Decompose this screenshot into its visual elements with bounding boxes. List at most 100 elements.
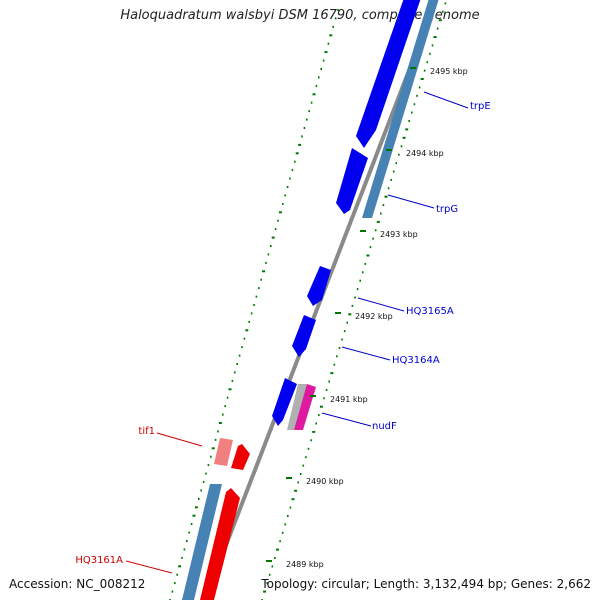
- gc-dot: [194, 506, 198, 509]
- gc-dot: [181, 556, 183, 559]
- gc-dot: [286, 186, 289, 188]
- gc-dots-outer: [169, 9, 339, 600]
- label-leader-trpE: [423, 91, 469, 109]
- gc-dot: [238, 354, 241, 357]
- gc-dot: [324, 51, 328, 54]
- gc-dot: [411, 111, 413, 114]
- gc-dot: [315, 422, 317, 425]
- gc-dot: [260, 278, 262, 281]
- gc-dot: [210, 455, 212, 458]
- gc-dot: [171, 590, 174, 593]
- gc-dot: [301, 135, 303, 138]
- gc-dot: [190, 523, 193, 526]
- gc-dot: [299, 473, 302, 475]
- gene-label-tif1[interactable]: tif1: [138, 426, 155, 437]
- gc-dot: [298, 143, 302, 146]
- gc-dot: [346, 321, 348, 324]
- gc-dot: [307, 447, 310, 450]
- gc-dot: [211, 447, 215, 450]
- gene-label-HQ3165A[interactable]: HQ3165A: [406, 306, 454, 317]
- gene-label-trpE[interactable]: trpE: [470, 101, 491, 112]
- gc-dot: [374, 229, 377, 232]
- gc-dot: [263, 590, 267, 593]
- gc-dot: [384, 195, 388, 198]
- gc-dot: [382, 204, 385, 207]
- gc-dot: [287, 515, 289, 517]
- gc-dot: [420, 78, 424, 80]
- cds-nudF-left: [272, 378, 297, 426]
- gc-dot: [262, 270, 266, 273]
- gc-dot: [274, 557, 276, 559]
- cds-tif1: [231, 444, 250, 470]
- gc-dot: [270, 245, 272, 247]
- gc-dot: [390, 178, 392, 181]
- gc-dot: [303, 127, 306, 129]
- gc-dot: [207, 464, 210, 467]
- gc-dot: [217, 430, 219, 433]
- gc-dot: [332, 25, 334, 28]
- gc-dot: [202, 481, 205, 483]
- gc-dot: [279, 540, 281, 543]
- gc-dot: [338, 346, 341, 349]
- gc-dot: [205, 472, 207, 475]
- gc-dot: [253, 304, 255, 306]
- gc-dot: [369, 246, 372, 249]
- gc-dot: [433, 36, 437, 38]
- gc-dot: [310, 439, 312, 442]
- gc-dot: [418, 86, 421, 89]
- gc-dot: [282, 202, 284, 205]
- feature-tif1: [214, 438, 233, 466]
- label-leader-HQ3165A: [357, 297, 405, 312]
- gc-dot: [192, 514, 196, 517]
- gc-dot: [354, 296, 356, 299]
- tick-label: 2494 kbp: [406, 149, 444, 158]
- gc-dot: [442, 10, 444, 13]
- gc-dot: [243, 337, 246, 340]
- cds-trpG: [336, 148, 368, 214]
- gene-label-trpG[interactable]: trpG: [436, 204, 458, 215]
- cds-track: [200, 0, 421, 600]
- gc-dot: [278, 211, 282, 214]
- gc-dot: [289, 177, 291, 180]
- gc-dot: [361, 271, 364, 274]
- topology-label: Topology: circular; Length: 3,132,494 bp…: [261, 577, 591, 591]
- gc-dot: [318, 76, 320, 79]
- gc-dot: [436, 27, 439, 30]
- gc-dot: [268, 573, 271, 576]
- gc-dot: [310, 101, 313, 104]
- gc-dot: [234, 371, 236, 374]
- gene-label-HQ3164A[interactable]: HQ3164A: [392, 355, 440, 366]
- gc-dot: [214, 438, 217, 441]
- feature-track: [182, 0, 439, 600]
- gc-dot: [271, 236, 275, 239]
- tick-track: 2495 kbp 2494 kbp 2493 kbp 2492 kbp 2491 kbp…: [266, 67, 468, 569]
- gc-dot: [267, 253, 270, 256]
- gc-dot: [322, 59, 325, 62]
- gc-dot: [336, 355, 338, 358]
- gc-dot: [188, 531, 190, 534]
- feature-segment-lower: [182, 484, 222, 600]
- misc-feature-gray: [287, 384, 307, 430]
- gene-label-HQ3161A[interactable]: HQ3161A: [75, 555, 123, 566]
- gc-dot: [319, 405, 323, 408]
- gc-dot: [392, 170, 395, 173]
- gc-dot: [312, 430, 316, 433]
- tick-label: 2492 kbp: [355, 312, 393, 321]
- gc-dot: [348, 313, 352, 316]
- gc-dot: [429, 52, 431, 55]
- gc-dot: [289, 506, 292, 509]
- gc-dot: [228, 388, 232, 391]
- gc-dot: [281, 531, 284, 534]
- gc-dot: [364, 262, 367, 265]
- gene-label-nudF[interactable]: nudF: [372, 421, 397, 432]
- gc-dot: [359, 279, 361, 282]
- gc-dot: [226, 396, 229, 399]
- gc-dot: [266, 582, 268, 585]
- gc-dot: [330, 372, 334, 375]
- gc-dot: [431, 44, 434, 47]
- gc-dot: [416, 94, 418, 97]
- gc-dot: [387, 187, 390, 190]
- gc-dot: [224, 405, 226, 408]
- gc-dot: [395, 162, 398, 165]
